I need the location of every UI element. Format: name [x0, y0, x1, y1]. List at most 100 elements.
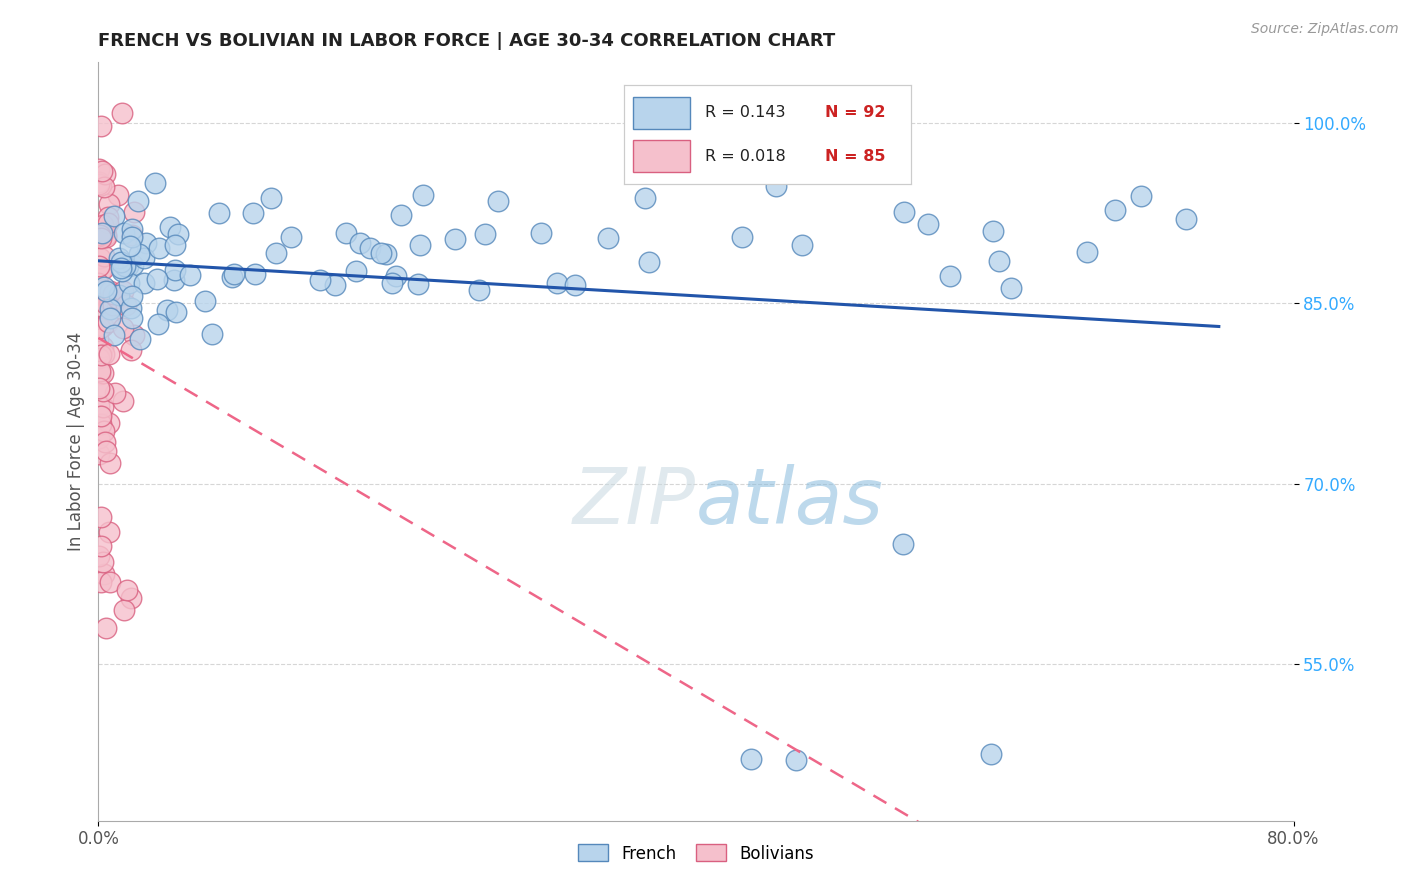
Point: [94, 227, 117, 242]
Point: [222, 267, 245, 281]
Point: [266, 245, 288, 260]
Point: [91, 400, 114, 414]
Point: [98, 284, 121, 298]
Point: [91, 262, 114, 277]
Point: [323, 278, 346, 293]
Point: [112, 226, 135, 240]
Point: [98, 197, 121, 211]
Point: [91, 384, 114, 399]
Point: [121, 222, 143, 236]
Point: [349, 236, 371, 251]
Point: [89, 349, 111, 363]
Point: [90, 510, 112, 524]
Point: [917, 217, 939, 231]
Point: [389, 207, 412, 221]
Point: [385, 269, 408, 284]
Point: [200, 326, 222, 341]
Point: [89, 344, 111, 359]
Point: [93, 280, 115, 294]
Point: [546, 277, 568, 291]
Point: [87, 400, 110, 414]
Point: [89, 176, 111, 190]
Point: [89, 409, 111, 423]
Point: [637, 255, 659, 269]
Point: [122, 327, 145, 342]
Point: [87, 332, 110, 346]
Point: [87, 431, 110, 445]
Point: [110, 260, 132, 275]
Point: [530, 226, 553, 240]
Point: [114, 259, 136, 273]
Point: [167, 227, 190, 241]
Point: [104, 386, 127, 401]
Text: Source: ZipAtlas.com: Source: ZipAtlas.com: [1251, 22, 1399, 37]
Point: [90, 348, 112, 362]
Point: [90, 299, 112, 313]
Point: [1000, 281, 1022, 295]
Point: [103, 328, 125, 343]
Point: [121, 310, 143, 325]
Point: [103, 209, 125, 223]
Point: [89, 252, 111, 266]
Point: [110, 255, 132, 269]
Point: [90, 417, 112, 431]
Point: [412, 188, 434, 202]
Point: [474, 227, 496, 241]
Point: [159, 220, 181, 235]
Point: [179, 268, 201, 283]
Point: [89, 228, 111, 243]
Point: [143, 176, 166, 190]
Point: [91, 219, 114, 233]
Point: [1129, 189, 1152, 203]
Point: [785, 754, 807, 768]
Point: [111, 284, 134, 298]
Point: [91, 319, 114, 334]
Point: [443, 232, 465, 246]
Point: [89, 364, 111, 378]
Point: [146, 272, 169, 286]
Point: [596, 231, 619, 245]
Legend: French, Bolivians: French, Bolivians: [571, 838, 821, 869]
Text: FRENCH VS BOLIVIAN IN LABOR FORCE | AGE 30-34 CORRELATION CHART: FRENCH VS BOLIVIAN IN LABOR FORCE | AGE …: [98, 32, 835, 50]
Point: [107, 288, 129, 302]
Point: [90, 178, 112, 193]
Point: [120, 343, 142, 357]
Point: [114, 298, 136, 312]
Point: [98, 296, 121, 310]
Point: [634, 191, 657, 205]
Point: [94, 285, 117, 299]
Point: [94, 167, 117, 181]
Point: [97, 347, 120, 361]
Point: [90, 164, 112, 178]
Point: [165, 238, 187, 252]
Point: [122, 258, 145, 272]
Point: [98, 311, 121, 326]
Point: [89, 227, 111, 242]
Point: [938, 268, 960, 283]
Point: [208, 205, 231, 219]
Point: [129, 332, 152, 346]
Point: [983, 224, 1005, 238]
Point: [468, 283, 491, 297]
Point: [89, 446, 111, 460]
Point: [132, 251, 155, 265]
Point: [280, 230, 302, 244]
Point: [98, 524, 121, 539]
Point: [87, 549, 110, 563]
Point: [486, 194, 509, 208]
Point: [91, 555, 114, 569]
Point: [97, 298, 120, 312]
Point: [163, 273, 186, 287]
Point: [101, 286, 124, 301]
Point: [89, 368, 111, 382]
Point: [146, 317, 169, 331]
Point: [374, 246, 396, 260]
Point: [988, 254, 1011, 268]
Point: [135, 236, 157, 251]
Point: [381, 276, 404, 290]
Point: [792, 238, 814, 252]
Point: [105, 292, 128, 306]
Point: [221, 270, 243, 285]
Point: [891, 537, 914, 551]
Text: atlas: atlas: [696, 464, 884, 541]
